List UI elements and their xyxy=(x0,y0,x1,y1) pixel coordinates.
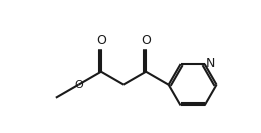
Text: O: O xyxy=(141,34,151,47)
Text: O: O xyxy=(74,80,83,90)
Text: O: O xyxy=(96,34,106,47)
Text: N: N xyxy=(206,57,215,70)
